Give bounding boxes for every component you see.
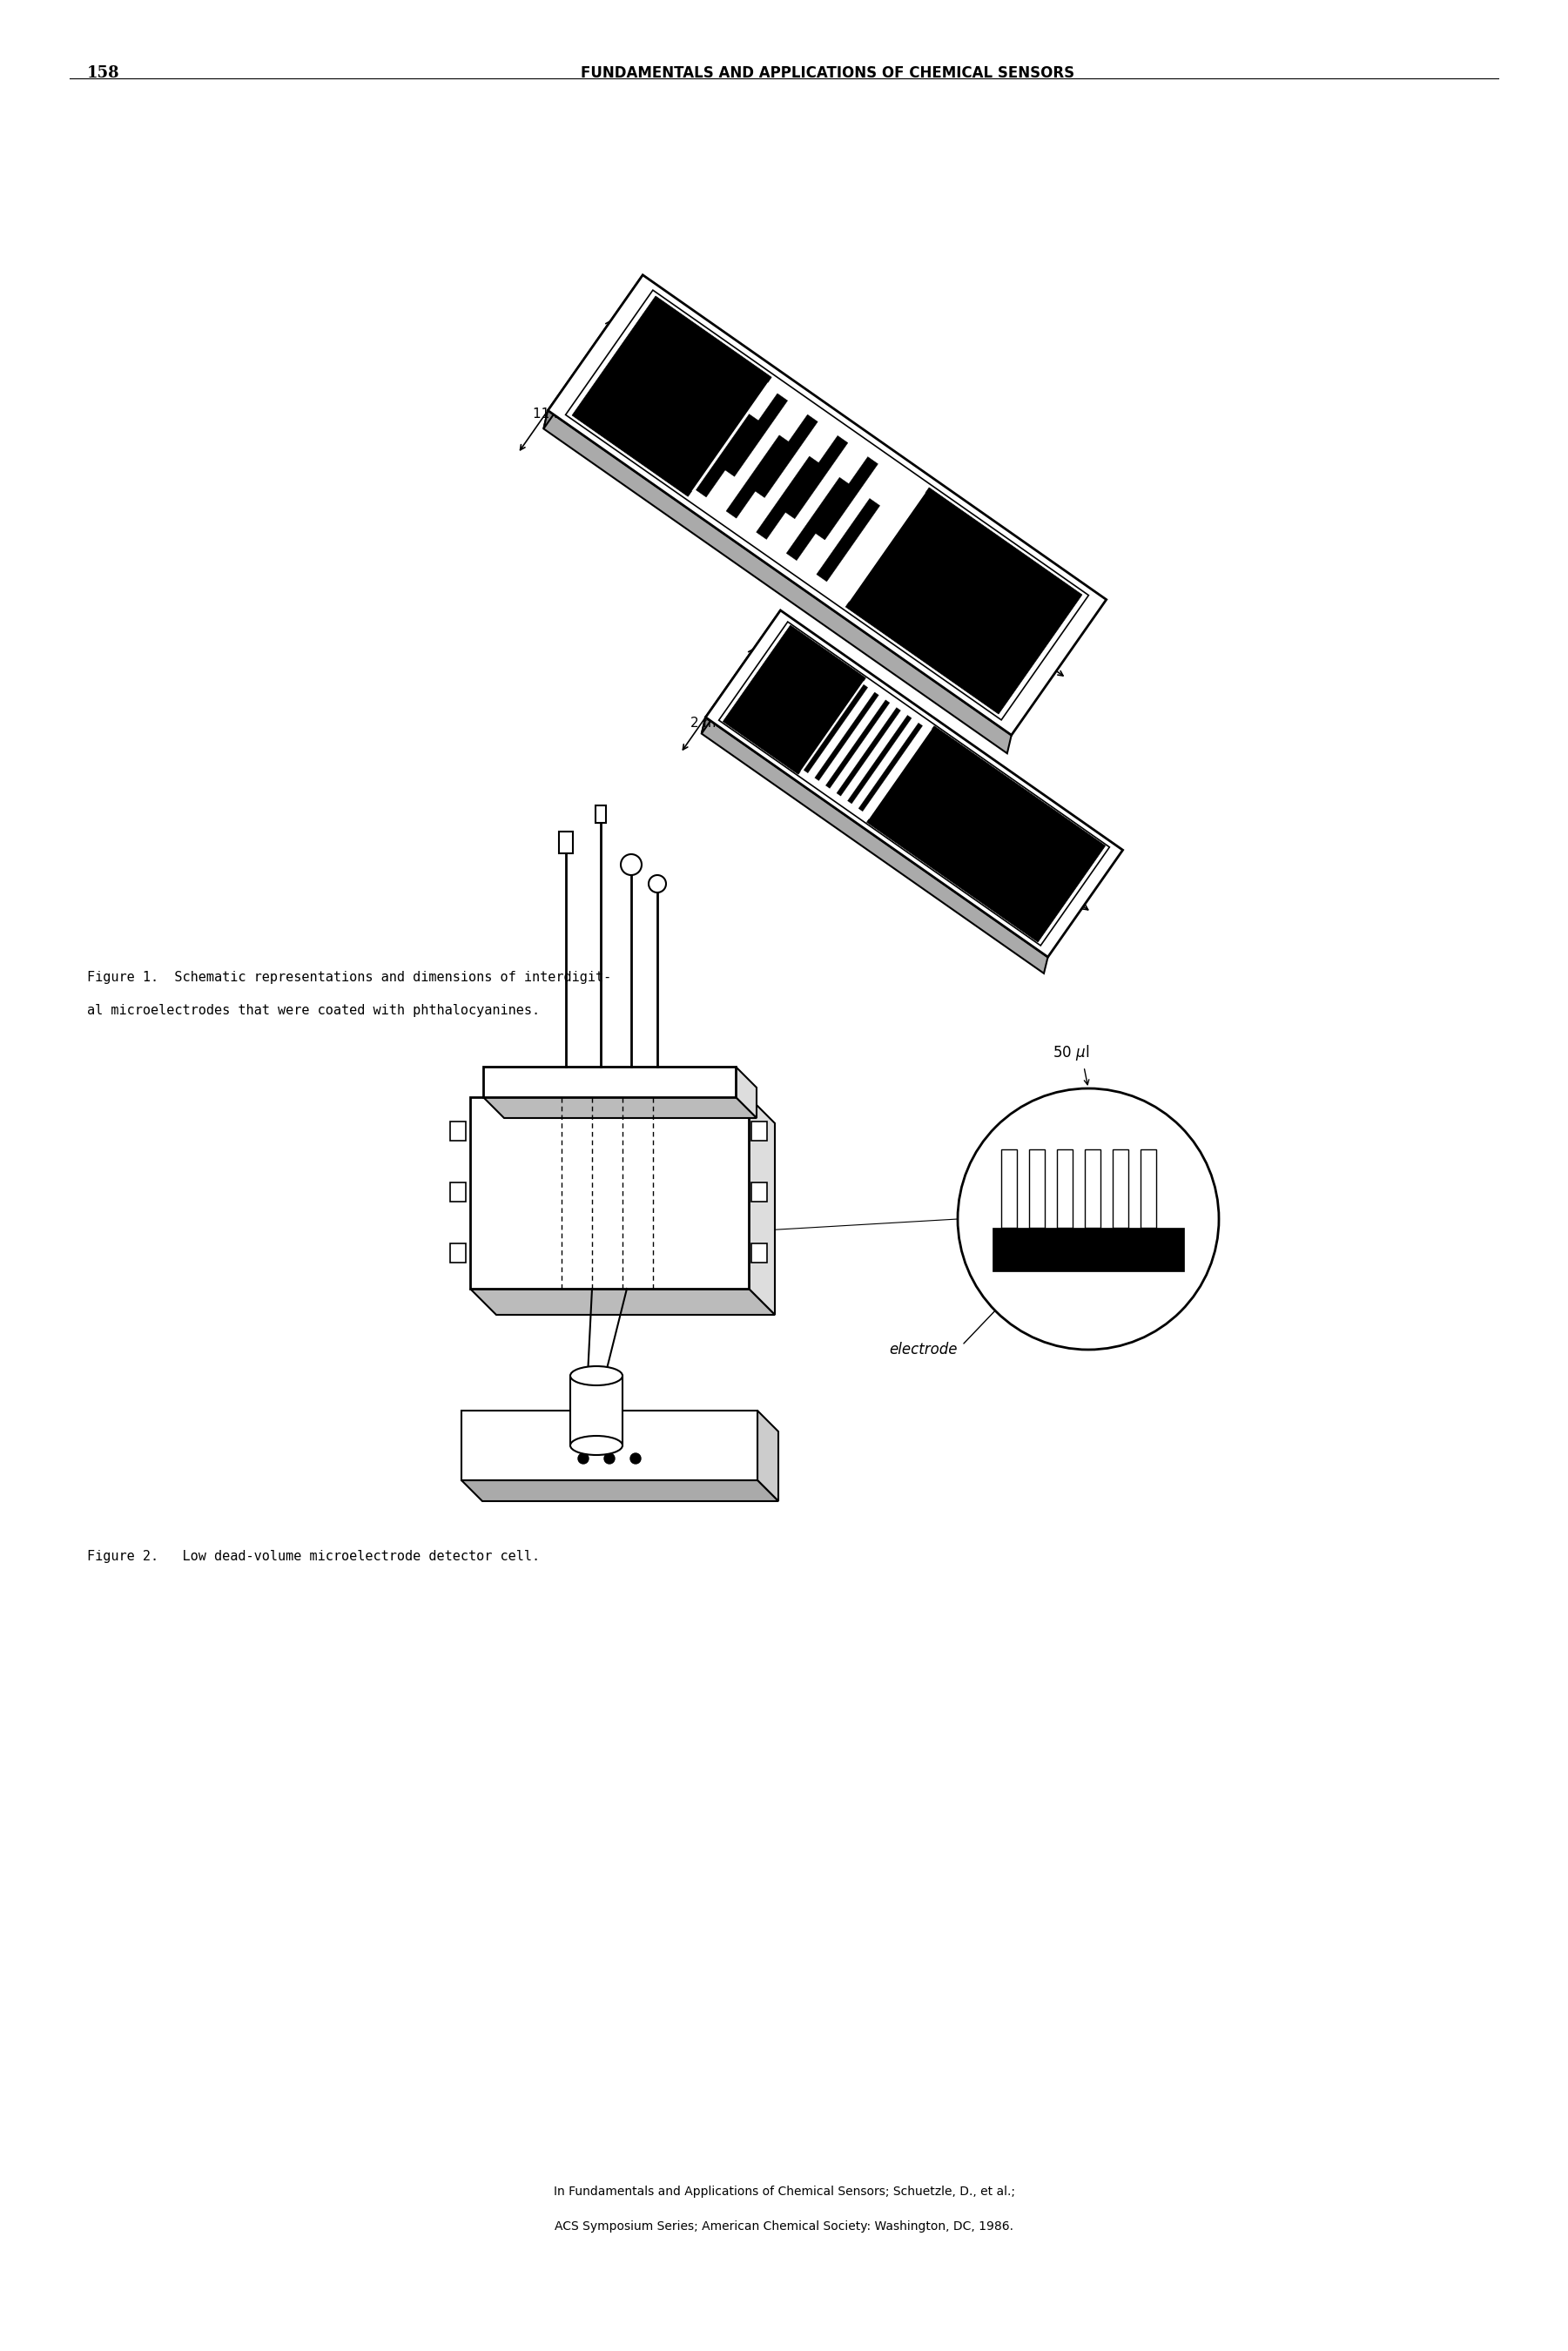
Polygon shape: [848, 715, 911, 804]
Text: 2 mm: 2 mm: [690, 717, 729, 729]
Polygon shape: [859, 722, 922, 811]
Text: 50  mm: 50 mm: [861, 524, 913, 538]
Polygon shape: [787, 477, 850, 560]
FancyBboxPatch shape: [450, 1121, 466, 1140]
Polygon shape: [801, 682, 931, 818]
Polygon shape: [723, 625, 866, 773]
Ellipse shape: [571, 1366, 622, 1385]
Polygon shape: [756, 456, 820, 538]
Polygon shape: [815, 691, 878, 781]
Polygon shape: [754, 414, 818, 498]
Text: Figure 2.   Low dead-volume microelectrode detector cell.: Figure 2. Low dead-volume microelectrode…: [88, 1549, 539, 1563]
Polygon shape: [837, 708, 900, 797]
Polygon shape: [470, 1288, 775, 1314]
FancyBboxPatch shape: [1002, 1150, 1018, 1227]
Polygon shape: [826, 701, 889, 788]
Polygon shape: [701, 717, 1047, 973]
Text: 158: 158: [88, 66, 119, 80]
Polygon shape: [696, 414, 759, 496]
Polygon shape: [483, 1098, 757, 1119]
FancyBboxPatch shape: [1085, 1150, 1101, 1227]
Polygon shape: [547, 275, 1107, 736]
Text: In Fundamentals and Applications of Chemical Sensors; Schuetzle, D., et al.;: In Fundamentals and Applications of Chem…: [554, 2186, 1014, 2198]
Polygon shape: [724, 393, 787, 477]
Circle shape: [579, 1453, 588, 1465]
Polygon shape: [845, 487, 1082, 715]
Polygon shape: [483, 1067, 735, 1098]
FancyBboxPatch shape: [1140, 1150, 1156, 1227]
Polygon shape: [817, 498, 880, 581]
Polygon shape: [718, 621, 1110, 945]
Polygon shape: [735, 1067, 757, 1119]
Polygon shape: [701, 611, 781, 734]
FancyBboxPatch shape: [450, 1183, 466, 1201]
Polygon shape: [691, 383, 925, 602]
Text: electrode: electrode: [889, 1342, 958, 1357]
FancyBboxPatch shape: [993, 1227, 1184, 1272]
FancyBboxPatch shape: [1113, 1150, 1129, 1227]
Text: al microelectrodes that were coated with phthalocyanines.: al microelectrodes that were coated with…: [88, 1004, 539, 1018]
FancyBboxPatch shape: [461, 1411, 757, 1481]
Text: FUNDAMENTALS AND APPLICATIONS OF CHEMICAL SENSORS: FUNDAMENTALS AND APPLICATIONS OF CHEMICA…: [580, 66, 1074, 80]
FancyBboxPatch shape: [751, 1121, 767, 1140]
Polygon shape: [461, 1481, 778, 1502]
Polygon shape: [706, 611, 1123, 957]
FancyBboxPatch shape: [1057, 1150, 1073, 1227]
Text: 11 mm: 11 mm: [533, 407, 580, 421]
Text: 5  mm: 5 mm: [946, 797, 989, 809]
FancyBboxPatch shape: [596, 806, 605, 823]
Polygon shape: [470, 1098, 750, 1288]
Polygon shape: [804, 684, 867, 773]
FancyBboxPatch shape: [751, 1244, 767, 1262]
Ellipse shape: [571, 1436, 622, 1455]
Text: Figure 1.  Schematic representations and dimensions of interdigit-: Figure 1. Schematic representations and …: [88, 971, 612, 985]
FancyBboxPatch shape: [558, 832, 572, 853]
Polygon shape: [757, 1411, 778, 1502]
Circle shape: [958, 1089, 1218, 1349]
Circle shape: [604, 1453, 615, 1465]
Polygon shape: [572, 296, 771, 496]
Text: ACS Symposium Series; American Chemical Society: Washington, DC, 1986.: ACS Symposium Series; American Chemical …: [555, 2219, 1013, 2233]
FancyBboxPatch shape: [751, 1183, 767, 1201]
Polygon shape: [544, 411, 1011, 752]
Polygon shape: [544, 275, 643, 428]
Circle shape: [649, 875, 666, 893]
Polygon shape: [726, 435, 789, 517]
Circle shape: [621, 853, 641, 875]
Polygon shape: [867, 726, 1105, 943]
Text: 50 $\mu$l: 50 $\mu$l: [1052, 1044, 1090, 1063]
Polygon shape: [784, 435, 848, 520]
Circle shape: [630, 1453, 641, 1465]
Polygon shape: [750, 1098, 775, 1314]
Polygon shape: [566, 289, 1088, 719]
FancyBboxPatch shape: [450, 1244, 466, 1262]
Polygon shape: [815, 456, 878, 541]
FancyBboxPatch shape: [571, 1375, 622, 1446]
FancyBboxPatch shape: [1029, 1150, 1044, 1227]
